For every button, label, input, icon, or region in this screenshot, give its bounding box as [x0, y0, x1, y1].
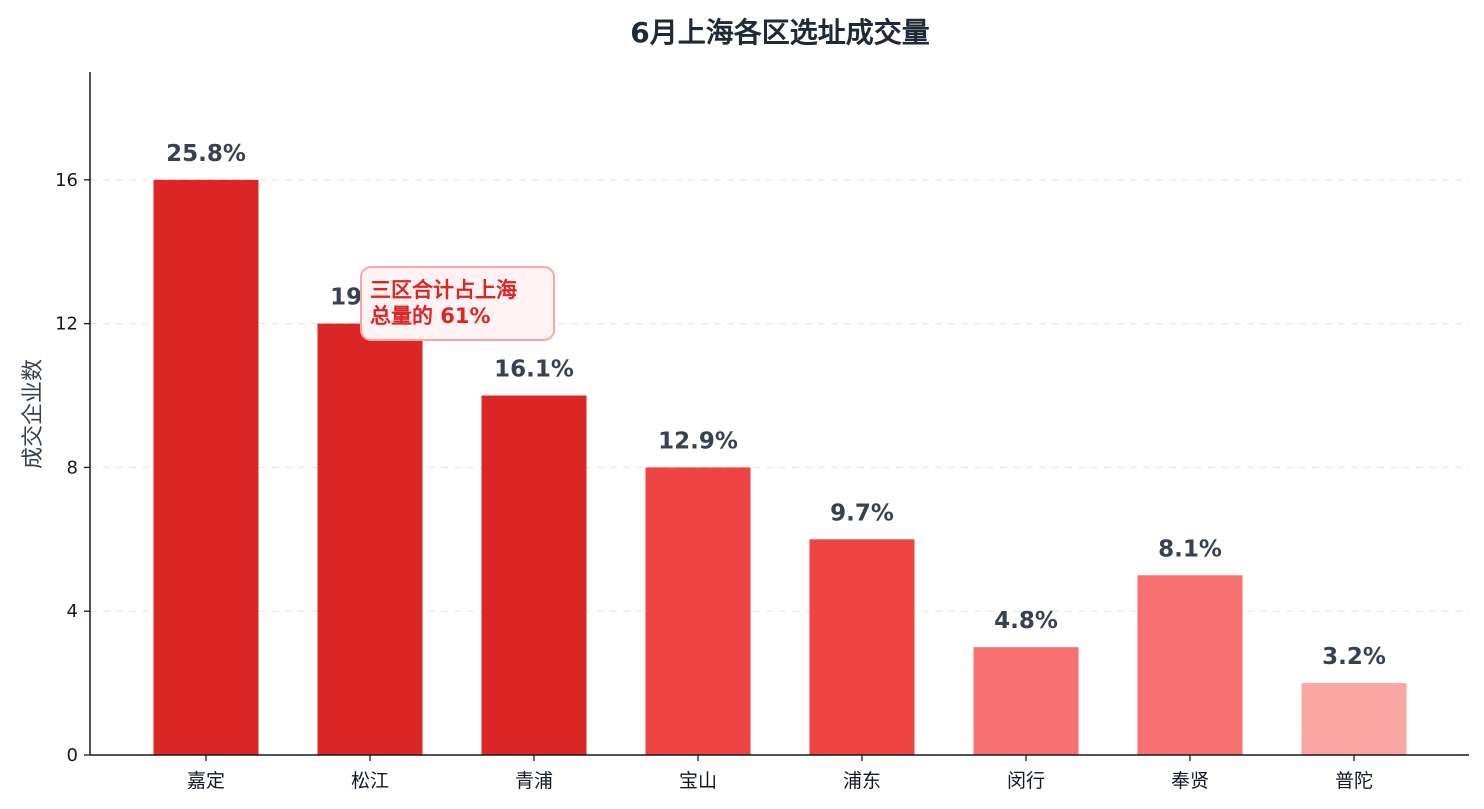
- bar-嘉定: [153, 179, 259, 755]
- y-axis-label: 成交企业数: [21, 359, 46, 469]
- annotation-box: [360, 266, 555, 341]
- value-label-宝山: 12.9%: [658, 428, 738, 454]
- x-tick-label-松江: 松江: [351, 770, 389, 792]
- value-label-闵行: 4.8%: [994, 608, 1058, 634]
- x-tick-label-普陀: 普陀: [1335, 770, 1373, 792]
- x-tick-labels: 嘉定 松江 青浦 宝山 浦东 闵行 奉贤 普陀: [187, 755, 1373, 792]
- x-tick-label-浦东: 浦东: [843, 770, 881, 792]
- bar-浦东: [809, 539, 915, 755]
- bar-松江: [317, 323, 423, 755]
- value-label-青浦: 16.1%: [494, 357, 574, 383]
- value-label-奉贤: 8.1%: [1158, 536, 1222, 562]
- value-label-嘉定: 25.8%: [166, 141, 246, 167]
- x-tick-label-青浦: 青浦: [515, 770, 553, 792]
- bar-宝山: [645, 467, 751, 755]
- x-tick-label-奉贤: 奉贤: [1171, 770, 1209, 792]
- annotation-callout: 三区合计占上海 总量的 61%: [360, 266, 555, 341]
- axes: [89, 72, 1469, 756]
- gridlines: [90, 179, 1469, 612]
- x-tick-label-闵行: 闵行: [1007, 770, 1045, 792]
- bars: [153, 179, 1407, 755]
- y-tick-label-12: 12: [55, 314, 78, 335]
- y-tick-label-4: 4: [67, 601, 78, 622]
- annotation-line-1: 三区合计占上海: [370, 278, 517, 302]
- bar-闵行: [973, 647, 1079, 755]
- chart-title: 6月上海各区选址成交量: [630, 16, 929, 49]
- value-label-浦东: 9.7%: [830, 500, 894, 526]
- y-ticks: 0 4 8 12 16: [55, 170, 90, 766]
- value-label-普陀: 3.2%: [1322, 644, 1386, 670]
- y-tick-label-16: 16: [55, 170, 78, 191]
- value-labels: 25.8%19.4%16.1%12.9%9.7%4.8%8.1%3.2%: [166, 141, 1386, 670]
- bar-青浦: [481, 395, 587, 755]
- y-tick-label-0: 0: [67, 745, 78, 766]
- bar-奉贤: [1137, 575, 1243, 755]
- x-tick-label-嘉定: 嘉定: [187, 770, 225, 792]
- x-tick-label-宝山: 宝山: [679, 770, 717, 792]
- annotation-line-2: 总量的 61%: [370, 304, 491, 328]
- y-tick-label-8: 8: [67, 457, 78, 478]
- bar-普陀: [1301, 683, 1407, 755]
